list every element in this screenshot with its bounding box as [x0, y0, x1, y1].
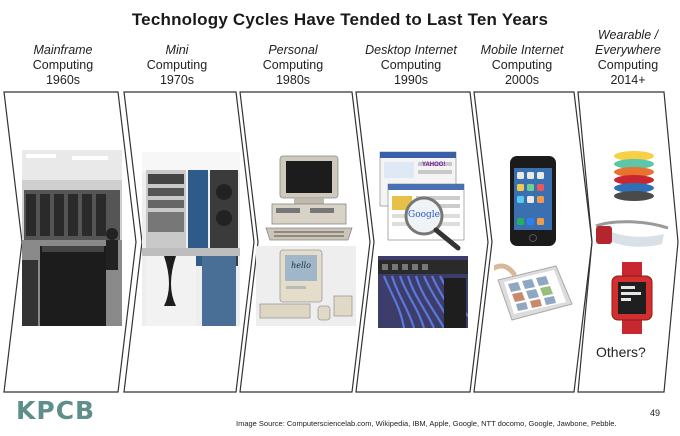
mainframe-photo	[22, 150, 122, 326]
google-logo-text: Google	[408, 210, 440, 220]
era-header-mini: Mini Computing 1970s	[122, 43, 232, 88]
pebble-watch-photo	[606, 262, 658, 334]
era-name: Mini	[165, 43, 189, 57]
chevron-desktop-internet	[355, 91, 489, 393]
era-name: Mainframe	[33, 43, 93, 57]
yahoo-logo-text: YAHOO!	[422, 162, 446, 168]
era-name: Personal	[268, 43, 318, 57]
era-name: Desktop Internet	[365, 43, 457, 57]
kpcb-logo: KPCB	[16, 396, 96, 425]
iphone-photo	[506, 154, 560, 248]
era-label: Computing	[32, 58, 94, 72]
era-label: Computing	[146, 58, 208, 72]
era-decade: 1990s	[393, 73, 429, 87]
ibm-pc-photo	[264, 150, 354, 242]
mac-screen-text: hello	[291, 261, 311, 270]
era-label: Computing	[491, 58, 553, 72]
era-name-2: Everywhere	[595, 43, 661, 57]
macintosh-photo: hello	[256, 246, 356, 326]
era-label: Computing	[597, 58, 659, 72]
fitness-bands-photo	[608, 148, 660, 206]
era-decade: 1960s	[45, 73, 81, 87]
era-label: Computing	[380, 58, 442, 72]
slide-title: Technology Cycles Have Tended to Last Te…	[131, 10, 549, 29]
era-decade: 1980s	[275, 73, 311, 87]
era-decade: 2000s	[504, 73, 540, 87]
era-label: Computing	[262, 58, 324, 72]
era-name: Mobile Internet	[480, 43, 564, 57]
chevron-wearable	[577, 91, 679, 393]
era-header-mainframe: Mainframe Computing 1960s	[10, 43, 116, 88]
era-header-wearable: Wearable / Everywhere Computing 2014+	[578, 28, 678, 88]
era-name: Wearable /	[597, 28, 659, 42]
era-decade: 2014+	[610, 73, 646, 87]
era-header-mobile-internet: Mobile Internet Computing 2000s	[472, 43, 572, 88]
ipad-photo	[494, 262, 574, 324]
google-glass-photo	[592, 214, 672, 254]
minicomputer-photo	[142, 152, 240, 326]
era-decade: 1970s	[159, 73, 195, 87]
era-header-personal: Personal Computing 1980s	[238, 43, 348, 88]
chevron-mobile-internet	[473, 91, 593, 393]
page-number: 49	[650, 408, 661, 418]
era-header-desktop-internet: Desktop Internet Computing 1990s	[350, 43, 472, 88]
network-cables-photo	[378, 256, 468, 328]
chevron-personal	[239, 91, 371, 393]
others-label: Others?	[596, 344, 646, 360]
web-browsers-photo: YAHOO! Google	[378, 150, 466, 252]
image-source-citation: Image Source: Computersciencelab.com, Wi…	[236, 419, 617, 428]
